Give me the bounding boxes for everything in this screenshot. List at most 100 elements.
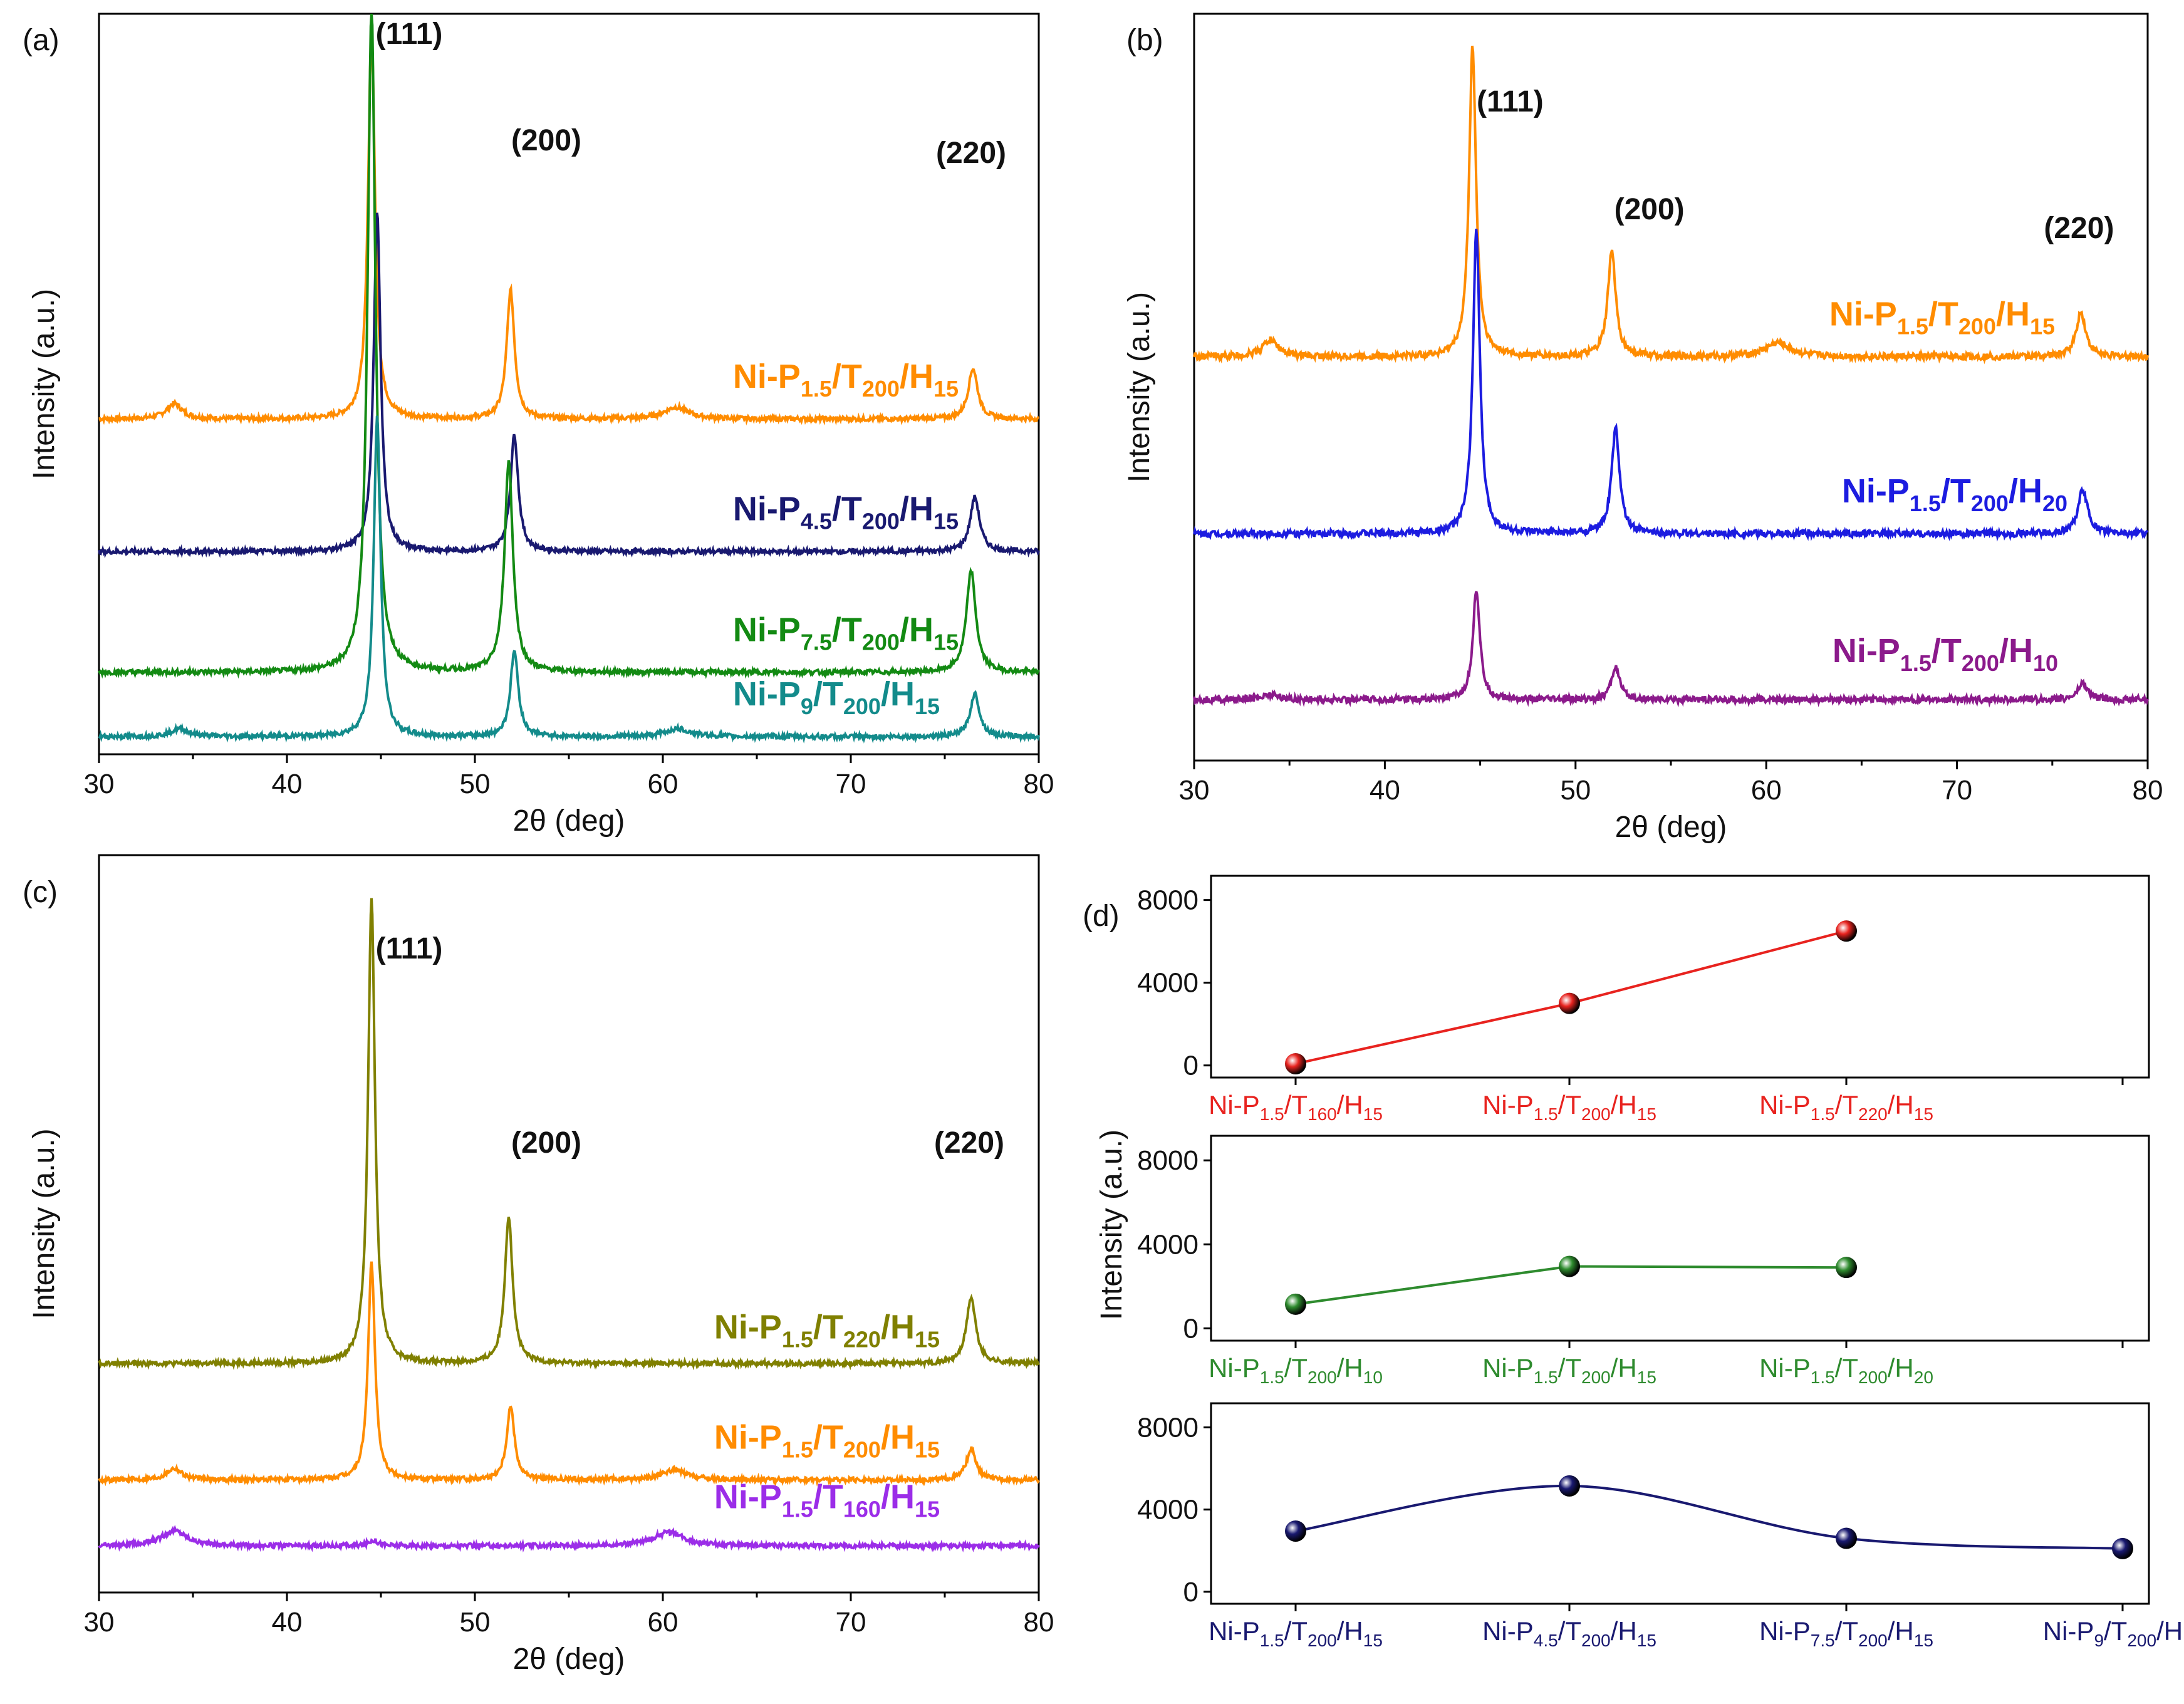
y-tick-label: 8000 <box>1137 1412 1199 1443</box>
peak-label: (220) <box>934 1126 1004 1160</box>
x-tick-label: 60 <box>1751 775 1782 806</box>
plot-frame <box>1210 875 2150 1079</box>
data-point <box>1559 1255 1580 1277</box>
peak-label: (220) <box>936 137 1006 170</box>
peak-label: (111) <box>376 932 443 965</box>
trace-label: Ni-P1.5/T200/H15 <box>733 358 959 402</box>
plot-frame <box>1210 1135 2150 1342</box>
xrd-trace <box>98 13 1040 679</box>
peak-label: (220) <box>2044 212 2114 245</box>
x-tick-label: 60 <box>648 769 679 799</box>
data-point <box>1285 1293 1306 1315</box>
data-point <box>1285 1520 1306 1542</box>
panel-label: (a) <box>23 24 60 57</box>
data-point <box>1285 1053 1306 1075</box>
category-label: Ni-P9/T200/H15 <box>2043 1616 2184 1650</box>
data-point <box>1836 1527 1857 1549</box>
category-label: Ni-P1.5/T200/H20 <box>1759 1353 1933 1387</box>
panel-label: (b) <box>1126 24 1163 57</box>
data-point <box>1836 1257 1857 1279</box>
x-tick-label: 40 <box>272 1607 303 1638</box>
category-label: Ni-P1.5/T200/H10 <box>1209 1353 1383 1387</box>
trace-label: Ni-P1.5/T220/H15 <box>714 1309 940 1353</box>
panel-label: (d) <box>1083 900 1120 933</box>
trace-label: Ni-P1.5/T200/H15 <box>714 1418 940 1462</box>
x-tick-label: 40 <box>272 769 303 799</box>
peak-label: (200) <box>511 1126 581 1160</box>
y-axis-title: Intensity (a.u.) <box>1123 292 1156 482</box>
y-axis-title: Intensity (a.u.) <box>1095 1130 1128 1320</box>
x-tick-label: 70 <box>1942 775 1972 806</box>
x-tick-label: 40 <box>1370 775 1400 806</box>
series-line <box>1295 1484 2123 1550</box>
x-axis-title: 2θ (deg) <box>513 1643 625 1676</box>
y-tick-label: 4000 <box>1137 1229 1199 1260</box>
subplot: 0 4000 8000 Ni-P1.5/T160/H15 Ni-P1.5/T200/H1… <box>1137 875 2150 1124</box>
xrd-trace <box>98 1525 1040 1553</box>
y-tick-label: 0 <box>1183 1313 1199 1344</box>
subplot: 0 4000 8000 Ni-P1.5/T200/H15 Ni-P4.5/T200/H1… <box>1137 1402 2184 1650</box>
xrd-trace <box>98 898 1040 1371</box>
x-axis-title: 2θ (deg) <box>1615 811 1727 844</box>
peak-label: (200) <box>1615 193 1685 226</box>
xrd-trace <box>98 212 1040 559</box>
xrd-trace <box>1193 45 2149 365</box>
y-tick-label: 8000 <box>1137 1145 1199 1176</box>
chart-layer: (a) 30 40 50 60 70 80 2θ (deg) Intensity (a.u.) N… <box>23 13 2184 1676</box>
xrd-trace <box>98 1261 1040 1487</box>
x-tick-label: 70 <box>836 1607 866 1638</box>
category-label: Ni-P1.5/T160/H15 <box>1209 1090 1383 1124</box>
xrd-trace <box>1193 229 2149 542</box>
panel-d: (d) Intensity (a.u.) 0 4000 8000 Ni-P1.5/T160… <box>1083 875 2184 1650</box>
panel-label: (c) <box>23 876 58 909</box>
y-tick-label: 0 <box>1183 1051 1199 1081</box>
data-point <box>2112 1537 2133 1559</box>
category-label: Ni-P1.5/T200/H15 <box>1482 1353 1656 1387</box>
subplot: 0 4000 8000 Ni-P1.5/T200/H10 Ni-P1.5/T200/H1… <box>1137 1135 2150 1387</box>
data-point <box>1559 1475 1580 1497</box>
x-tick-label: 70 <box>836 769 866 799</box>
trace-label: Ni-P9/T200/H15 <box>733 675 940 719</box>
category-label: Ni-P7.5/T200/H15 <box>1759 1616 1933 1650</box>
trace-label: Ni-P1.5/T200/H15 <box>1829 295 2055 339</box>
y-axis-title: Intensity (a.u.) <box>28 289 61 479</box>
category-label: Ni-P1.5/T220/H15 <box>1759 1090 1933 1124</box>
panel-b: (b) 30 40 50 60 70 80 2θ (deg) Intensity (a.u.) N… <box>1123 13 2163 844</box>
peak-label: (200) <box>511 124 581 157</box>
xrd-trace <box>1193 591 2149 708</box>
x-tick-label: 60 <box>648 1607 679 1638</box>
x-tick-label: 80 <box>1024 769 1054 799</box>
xrd-trace <box>98 415 1040 744</box>
trace-label: Ni-P4.5/T200/H15 <box>733 491 959 534</box>
x-tick-label: 80 <box>1024 1607 1054 1638</box>
panel-a: (a) 30 40 50 60 70 80 2θ (deg) Intensity (a.u.) N… <box>23 13 1054 838</box>
peak-label: (111) <box>376 18 443 51</box>
x-tick-label: 50 <box>1560 775 1591 806</box>
x-tick-label: 30 <box>1179 775 1210 806</box>
x-axis-title: 2θ (deg) <box>513 804 625 838</box>
y-tick-label: 4000 <box>1137 968 1199 999</box>
x-tick-label: 50 <box>460 769 491 799</box>
category-label: Ni-P1.5/T200/H15 <box>1209 1616 1383 1650</box>
x-tick-label: 80 <box>2133 775 2163 806</box>
x-tick-label: 30 <box>84 769 115 799</box>
y-tick-label: 8000 <box>1137 885 1199 916</box>
trace-label: Ni-P7.5/T200/H15 <box>733 611 959 655</box>
data-point <box>1559 992 1580 1014</box>
trace-label: Ni-P1.5/T160/H15 <box>714 1478 940 1522</box>
y-tick-label: 4000 <box>1137 1495 1199 1525</box>
x-tick-label: 30 <box>84 1607 115 1638</box>
peak-label: (111) <box>1477 85 1544 118</box>
panel-c: (c) 30 40 50 60 70 80 2θ (deg) Intensity (a.u.) N… <box>23 854 1054 1676</box>
trace-label: Ni-P1.5/T200/H10 <box>1833 632 2058 676</box>
xrd-trace <box>98 28 1039 426</box>
trace-label: Ni-P1.5/T200/H20 <box>1842 472 2067 516</box>
category-label: Ni-P4.5/T200/H15 <box>1482 1616 1656 1650</box>
y-axis-title: Intensity (a.u.) <box>28 1128 61 1319</box>
plot-frame <box>1210 1402 2150 1605</box>
x-tick-label: 50 <box>460 1607 491 1638</box>
category-label: Ni-P1.5/T200/H15 <box>1482 1090 1656 1124</box>
y-tick-label: 0 <box>1183 1577 1199 1608</box>
